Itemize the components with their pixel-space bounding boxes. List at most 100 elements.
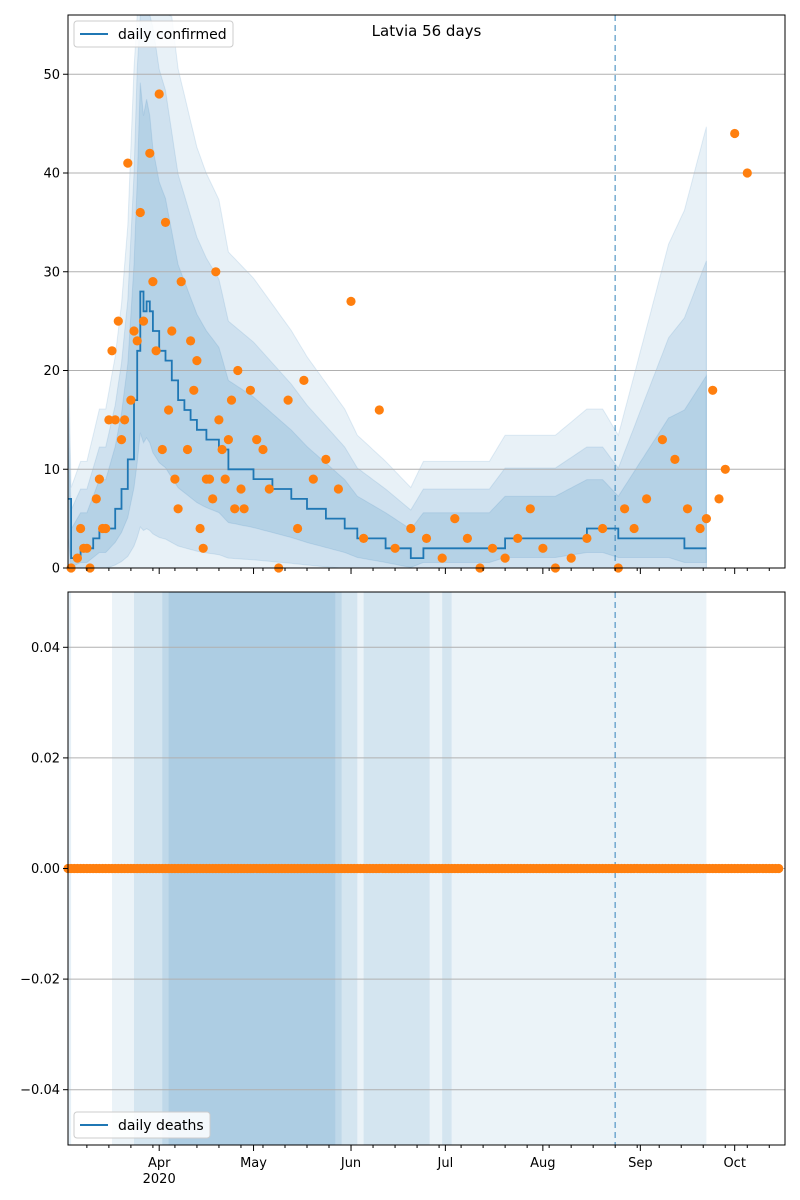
data-point bbox=[94, 474, 104, 484]
data-point bbox=[157, 444, 167, 455]
legend-label: daily deaths bbox=[118, 1118, 204, 1134]
data-point bbox=[123, 158, 133, 168]
data-point bbox=[264, 484, 274, 494]
data-point bbox=[230, 504, 240, 514]
y-axis-ticks: −0.04 −0.02 0.00 0.02 0.04 bbox=[20, 641, 68, 1098]
data-point bbox=[176, 277, 186, 287]
data-point bbox=[708, 385, 718, 395]
y-tick-label: 30 bbox=[43, 265, 60, 280]
data-point bbox=[192, 356, 202, 366]
data-point bbox=[566, 553, 576, 563]
data-point bbox=[226, 395, 237, 405]
legend-box bbox=[73, 20, 234, 48]
legend-label: daily confirmed bbox=[118, 27, 227, 43]
y-tick-label: 0.00 bbox=[31, 862, 60, 877]
data-point bbox=[701, 514, 712, 524]
data-point bbox=[642, 494, 652, 504]
data-point bbox=[258, 444, 268, 455]
data-point bbox=[513, 533, 523, 544]
data-point bbox=[346, 296, 356, 306]
x-tick-label: Jun bbox=[340, 1156, 361, 1171]
data-point bbox=[657, 435, 668, 445]
data-point bbox=[390, 543, 400, 553]
legend-box bbox=[73, 1111, 211, 1139]
data-point bbox=[525, 504, 535, 514]
data-point bbox=[107, 346, 117, 356]
data-point bbox=[104, 415, 114, 425]
x-tick-sublabel: 2020 bbox=[143, 1172, 176, 1187]
data-point bbox=[145, 148, 155, 158]
data-point bbox=[774, 863, 784, 874]
grid-lines bbox=[68, 73, 785, 470]
data-point bbox=[126, 395, 136, 405]
y-tick-label: 20 bbox=[43, 364, 60, 379]
data-point bbox=[437, 553, 447, 563]
legend: daily confirmed bbox=[73, 20, 234, 48]
x-tick-label: Sep bbox=[628, 1156, 653, 1171]
x-tick-label: Aug bbox=[530, 1156, 555, 1171]
data-point bbox=[195, 523, 205, 534]
y-tick-label: −0.04 bbox=[20, 1083, 60, 1098]
daily-confirmed-line bbox=[68, 290, 707, 559]
y-tick-label: 50 bbox=[43, 68, 60, 83]
data-point bbox=[160, 217, 171, 227]
chart-title: Latvia 56 days bbox=[372, 22, 482, 40]
data-point bbox=[91, 494, 101, 504]
data-point bbox=[120, 415, 130, 425]
data-point bbox=[333, 484, 343, 494]
data-point bbox=[450, 514, 460, 524]
x-tick-label: Apr bbox=[148, 1156, 171, 1171]
data-point bbox=[293, 523, 303, 534]
data-point bbox=[135, 207, 145, 218]
data-point bbox=[487, 543, 498, 553]
x-axis-ticks bbox=[86, 568, 770, 574]
data-point bbox=[582, 533, 592, 544]
data-point bbox=[182, 444, 193, 455]
uncertainty-band bbox=[67, 82, 707, 569]
confirmed-plot: 0 10 20 30 40 50 Latvia 56 days daily confirm… bbox=[43, 14, 786, 577]
data-point bbox=[299, 375, 309, 385]
y-tick-label: 0 bbox=[52, 562, 60, 577]
x-tick-label: Jul bbox=[437, 1156, 454, 1171]
data-point bbox=[730, 128, 740, 139]
data-point bbox=[308, 474, 318, 484]
data-point bbox=[154, 89, 164, 99]
y-tick-label: −0.02 bbox=[20, 973, 60, 988]
data-point bbox=[236, 484, 246, 494]
data-point bbox=[72, 553, 82, 563]
data-point bbox=[695, 523, 705, 534]
data-point bbox=[151, 346, 161, 356]
confidence-bands bbox=[67, 14, 707, 569]
data-point bbox=[629, 523, 639, 534]
data-point bbox=[76, 523, 86, 534]
data-point bbox=[217, 444, 227, 455]
y-tick-label: 10 bbox=[43, 463, 60, 478]
data-point bbox=[204, 474, 215, 484]
data-point bbox=[742, 168, 752, 178]
data-point bbox=[101, 523, 111, 534]
data-point bbox=[138, 316, 149, 326]
data-point bbox=[214, 415, 224, 425]
data-point bbox=[211, 267, 221, 277]
data-point bbox=[129, 326, 139, 336]
data-point bbox=[321, 454, 331, 464]
data-point bbox=[170, 474, 180, 484]
data-point bbox=[538, 543, 548, 553]
data-point bbox=[239, 504, 249, 514]
data-point bbox=[714, 494, 724, 504]
legend: daily deaths bbox=[73, 1111, 211, 1139]
data-point bbox=[462, 533, 472, 544]
data-point bbox=[132, 336, 142, 346]
data-point bbox=[189, 385, 199, 395]
y-tick-label: 40 bbox=[43, 167, 60, 182]
observed-points bbox=[63, 863, 784, 874]
data-point bbox=[220, 474, 230, 484]
data-point bbox=[82, 543, 92, 553]
data-point bbox=[167, 326, 177, 336]
y-tick-label: 0.04 bbox=[31, 641, 60, 656]
data-point bbox=[598, 523, 608, 534]
data-point bbox=[233, 365, 243, 376]
data-point bbox=[113, 316, 123, 326]
